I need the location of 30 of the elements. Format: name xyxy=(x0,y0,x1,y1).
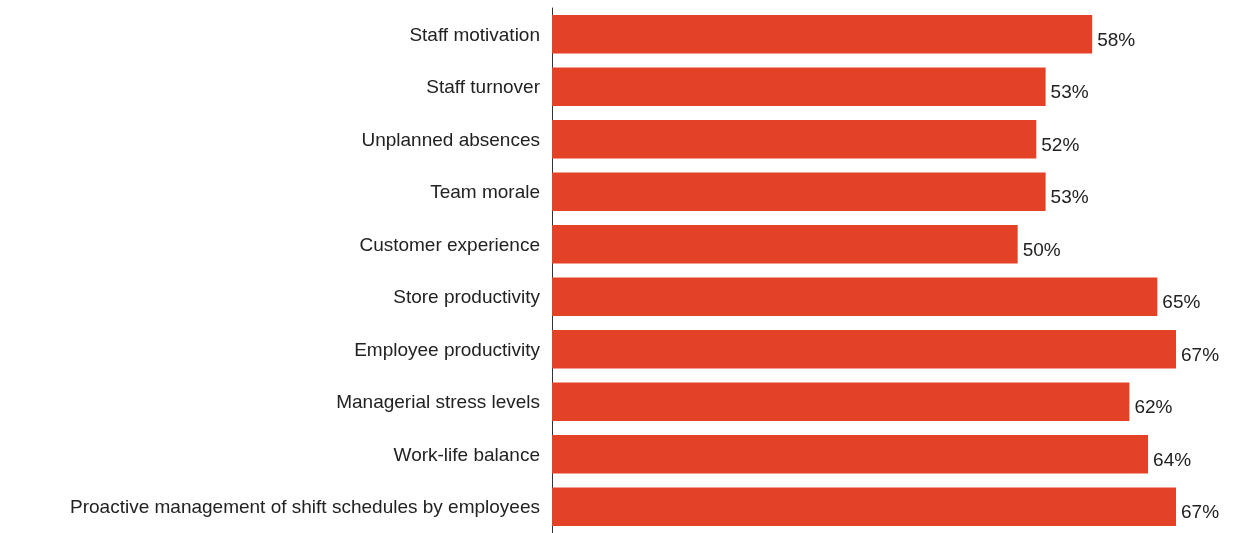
bar xyxy=(552,382,1130,421)
y-tick-label: Unplanned absences xyxy=(361,128,540,150)
y-tick-label: Staff turnover xyxy=(426,76,541,98)
data-label: 58% xyxy=(1097,28,1136,50)
data-label: 62% xyxy=(1134,396,1173,418)
y-tick-label: Store productivity xyxy=(393,286,541,308)
bar xyxy=(552,225,1018,264)
bar xyxy=(552,172,1046,211)
y-tick-label: Team morale xyxy=(430,181,540,203)
data-label: 50% xyxy=(1022,238,1061,260)
data-label: 53% xyxy=(1050,81,1089,103)
data-label: 52% xyxy=(1041,133,1080,155)
y-tick-label: Work-life balance xyxy=(393,443,540,465)
bar xyxy=(552,67,1046,106)
y-tick-label: Managerial stress levels xyxy=(336,391,540,413)
bar xyxy=(552,277,1158,316)
data-label: 67% xyxy=(1181,501,1220,523)
data-label: 65% xyxy=(1162,291,1201,313)
y-tick-label: Proactive management of shift schedules by employees xyxy=(70,496,540,518)
data-label: 67% xyxy=(1181,343,1220,365)
bar xyxy=(552,330,1176,369)
data-label: 64% xyxy=(1153,448,1192,470)
data-label: 53% xyxy=(1050,186,1089,208)
y-tick-label: Employee productivity xyxy=(354,338,541,360)
bar xyxy=(552,15,1093,54)
y-tick-label: Staff motivation xyxy=(409,23,540,45)
bar xyxy=(552,435,1149,474)
y-tick-label: Customer experience xyxy=(359,233,540,255)
bar xyxy=(552,120,1037,159)
bar xyxy=(552,487,1176,526)
